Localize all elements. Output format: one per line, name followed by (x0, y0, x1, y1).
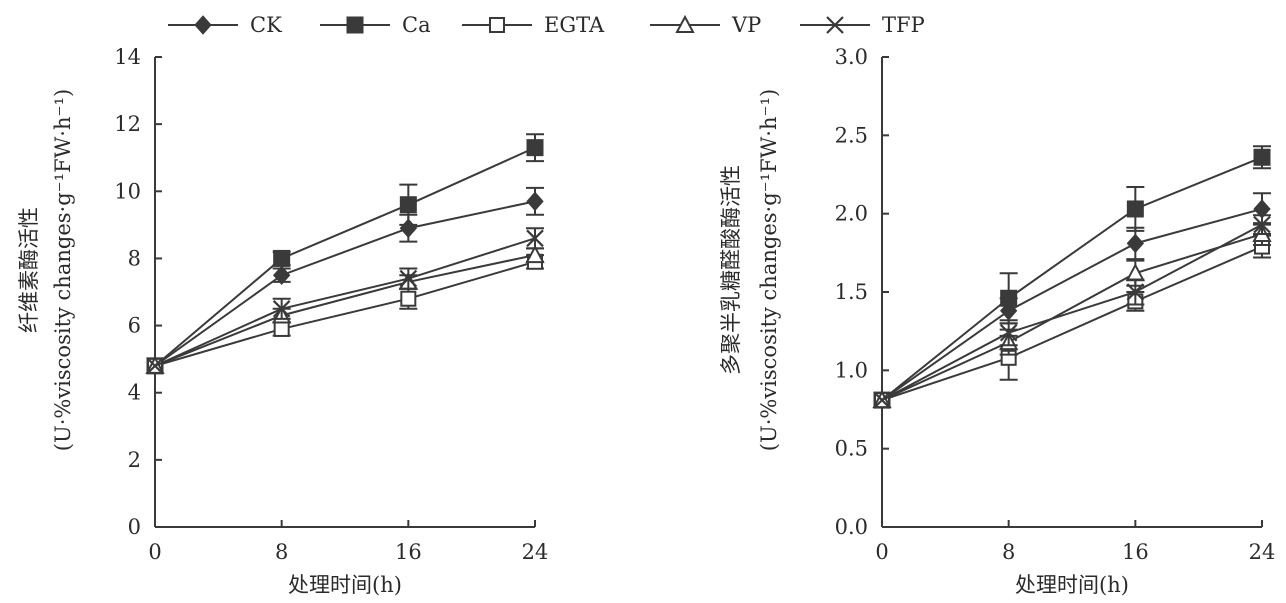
point-ca (1000, 289, 1018, 307)
y-tick-label: 0.0 (835, 515, 868, 539)
legend-item-ca: Ca (320, 13, 431, 37)
series-line-tfp (881, 223, 1263, 401)
series-line-vp (154, 254, 536, 367)
point-ca (273, 249, 291, 267)
x-tick-label: 8 (275, 540, 288, 564)
point-tfp (1126, 283, 1145, 301)
series-tfp (146, 227, 544, 375)
point-tfp-stroke-b (999, 323, 1018, 342)
x-axis-title: 处理时间(h) (288, 573, 402, 597)
legend-label-ca: Ca (402, 13, 431, 37)
point-ca (1253, 148, 1271, 166)
y-tick-label: 14 (114, 45, 141, 69)
point-tfp (526, 229, 544, 248)
y-tick-label: 2 (128, 448, 141, 472)
point-tfp (272, 300, 291, 318)
series-line-vp (881, 233, 1263, 402)
point-tfp-stroke-b (399, 269, 418, 288)
series-line-egta (154, 260, 536, 367)
point-tfp-stroke-b (1126, 283, 1145, 301)
point-ca (1126, 200, 1144, 218)
legend: CK Ca EGTA VP TFP (168, 13, 925, 37)
series-egta (874, 234, 1271, 409)
y-axis-title: 多聚半乳糖醛酸酶活性 (719, 165, 743, 375)
y-tick-label: 3.0 (835, 45, 868, 69)
point-ca (399, 196, 417, 214)
legend-label-ck: CK (250, 13, 282, 37)
y-axis-title: 纤维素酶活性 (17, 207, 41, 333)
legend-label-vp: VP (731, 13, 761, 37)
x-tick-label: 0 (148, 540, 161, 564)
legend-item-ck: CK (168, 13, 282, 37)
point-tfp (1253, 215, 1271, 234)
y-tick-label: 8 (128, 246, 141, 270)
x-tick-label: 24 (522, 540, 549, 564)
point-tfp-stroke-b (526, 229, 544, 248)
polygalacturonase-activity-chart: 0.0 0.5 1.0 1.5 2.0 2.5 3.0 0 8 16 24 处理时间(h) 多聚半乳糖醛… (719, 45, 1275, 597)
legend-label-egta: EGTA (544, 13, 605, 37)
series-vp (145, 244, 545, 374)
series-line-ca (881, 156, 1263, 401)
point-egta (273, 320, 290, 337)
x-tick-label: 0 (875, 540, 888, 564)
series-line-ck (154, 200, 536, 367)
y-tick-label: 0 (128, 515, 141, 539)
series-line-ca (154, 146, 536, 367)
point-ck (1126, 233, 1145, 254)
point-tfp-stroke-b (1253, 215, 1271, 234)
y-tick-label: 0.5 (835, 437, 868, 461)
point-ck (272, 265, 291, 285)
legend-marker-tfp-stroke-b (826, 16, 844, 34)
legend-item-egta: EGTA (462, 13, 605, 37)
y-tick-label: 2.0 (835, 202, 868, 226)
legend-marker-egta (489, 17, 505, 33)
y-tick-label: 1.5 (835, 280, 868, 304)
series-line-ck (881, 208, 1263, 401)
point-ck (526, 191, 544, 212)
x-tick-label: 16 (1122, 540, 1149, 564)
point-tfp (873, 391, 891, 409)
legend-marker-tfp (826, 16, 844, 34)
y-tick-label: 1.0 (835, 358, 868, 382)
legend-marker-ck (194, 15, 212, 35)
x-tick-label: 8 (1002, 540, 1015, 564)
y-tick-label: 4 (128, 381, 141, 405)
x-tick-label: 16 (395, 540, 422, 564)
y-tick-label: 10 (114, 179, 141, 203)
y-tick-label: 2.5 (835, 123, 868, 147)
y-tick-label: 6 (128, 314, 141, 338)
series-egta (147, 253, 544, 374)
series-line-egta (881, 245, 1263, 402)
series-line-tfp (154, 237, 536, 367)
point-tfp-stroke-b (146, 357, 164, 375)
point-ca (526, 139, 544, 157)
point-egta (400, 290, 417, 307)
legend-marker-vp (675, 14, 695, 33)
series-tfp (873, 214, 1271, 409)
point-tfp (146, 357, 164, 375)
legend-item-vp: VP (650, 13, 761, 37)
x-axis-title: 处理时间(h) (1015, 573, 1129, 597)
legend-label-tfp: TFP (882, 13, 925, 37)
point-tfp (399, 269, 418, 288)
x-tick-label: 24 (1249, 540, 1276, 564)
y-axis-unit: (U·%viscosity changes·g⁻¹FW·h⁻¹) (757, 89, 781, 451)
y-axis-unit: (U·%viscosity changes·g⁻¹FW·h⁻¹) (51, 89, 75, 451)
point-vp (1125, 263, 1146, 282)
point-tfp-stroke-b (272, 300, 291, 318)
point-tfp-stroke-b (873, 391, 891, 409)
series-ck (146, 186, 544, 376)
y-tick-label: 12 (114, 112, 141, 136)
point-vp (525, 244, 545, 264)
legend-item-tfp: TFP (800, 13, 925, 37)
legend-marker-ca (346, 16, 364, 34)
point-tfp (999, 323, 1018, 342)
